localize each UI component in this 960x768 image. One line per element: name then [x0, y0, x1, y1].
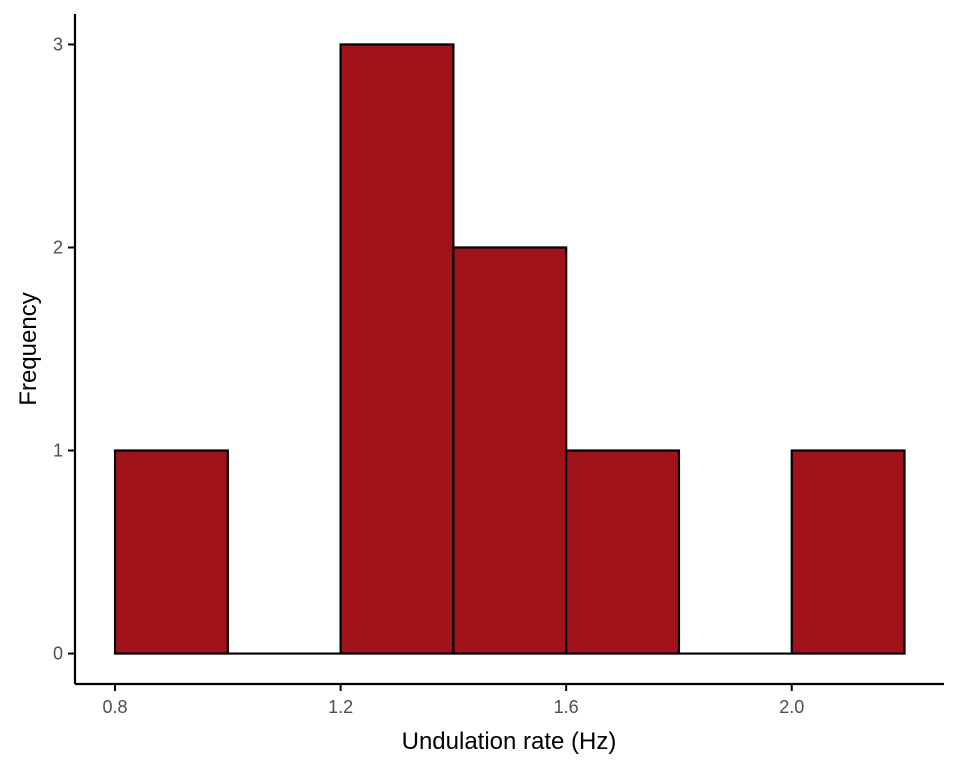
histogram-bar-0: [113, 449, 229, 655]
histogram-bar-2: [339, 43, 455, 655]
histogram-bar-6: [790, 449, 906, 655]
y-tick-label-2: 2: [53, 237, 63, 257]
y-tick-label-1: 1: [53, 441, 63, 461]
bars-layer: [113, 43, 906, 655]
y-axis-title: Frequency: [15, 292, 42, 405]
x-tick-label-0: 0.8: [103, 697, 128, 717]
x-tick-label-1: 1.2: [328, 697, 353, 717]
x-tick-label-3: 2.0: [779, 697, 804, 717]
histogram-bar-3: [452, 246, 568, 655]
y-tick-label-3: 3: [53, 34, 63, 54]
histogram-bar-4: [565, 449, 681, 655]
y-tick-label-0: 0: [53, 644, 63, 664]
axes-layer: [73, 14, 944, 686]
x-tick-label-2: 1.6: [554, 697, 579, 717]
ticks-layer: 0.8 1.2 1.6 2.0 0 1 2 3: [53, 34, 804, 717]
x-axis-title: Undulation rate (Hz): [402, 728, 617, 755]
